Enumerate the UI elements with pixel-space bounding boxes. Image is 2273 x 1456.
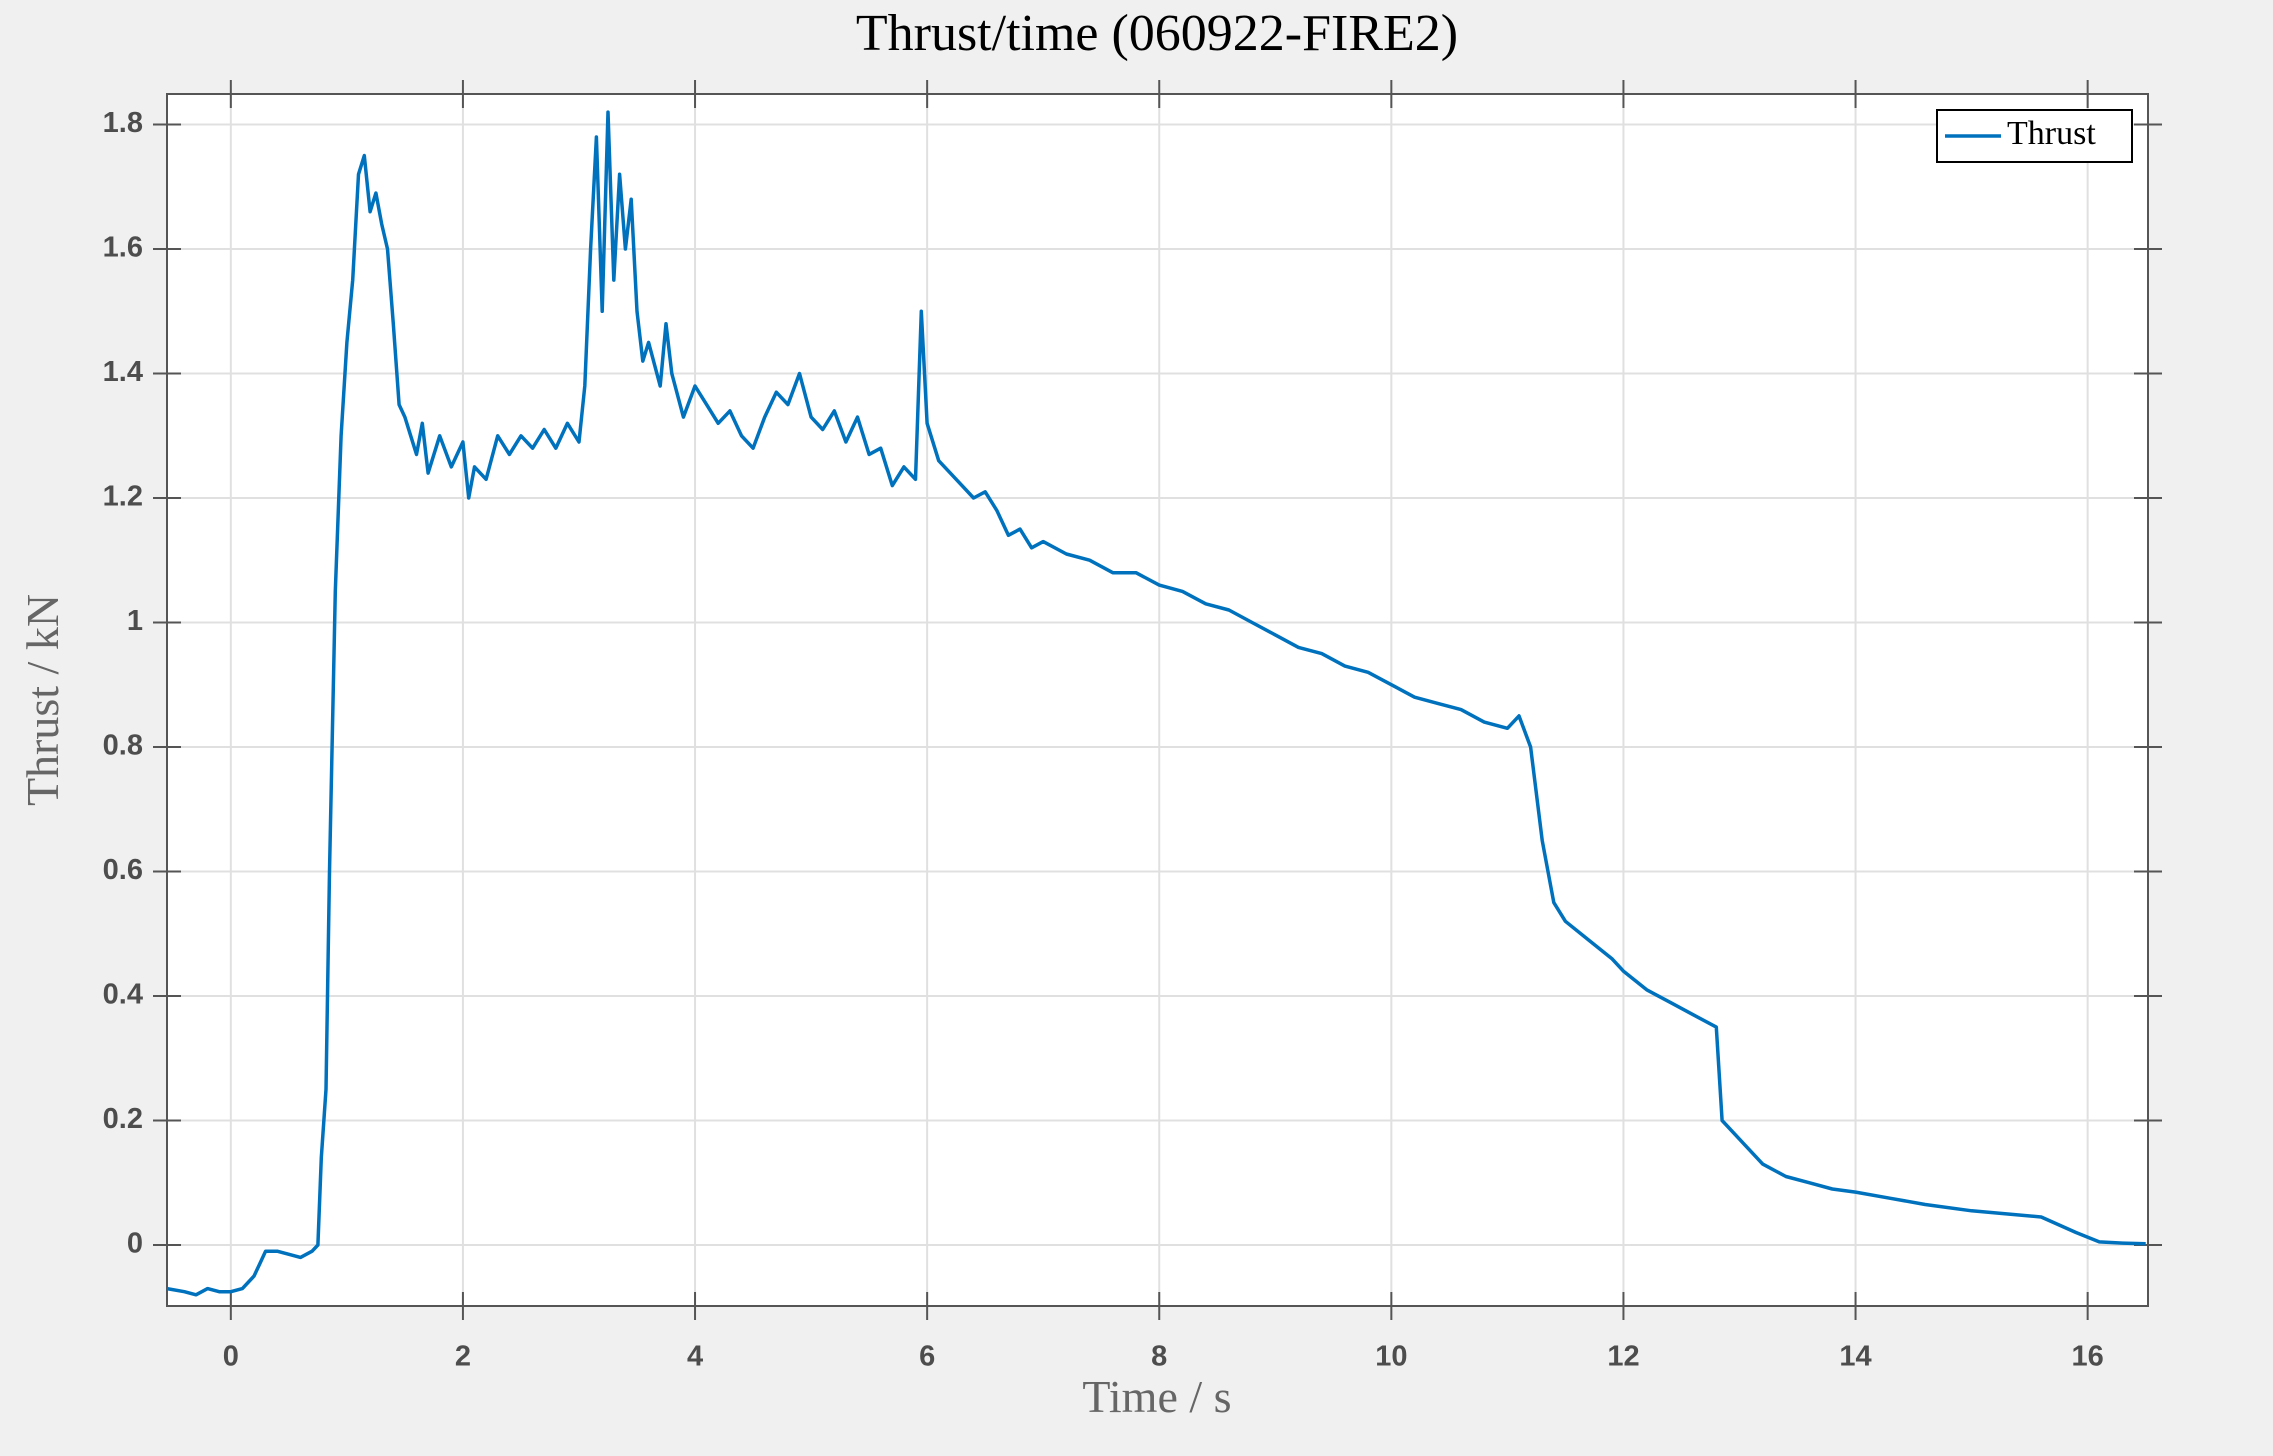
data-line xyxy=(166,110,2146,1297)
x-tick-label: 4 xyxy=(687,1341,703,1373)
x-tick-label: 10 xyxy=(1375,1341,1407,1373)
x-tick-label: 6 xyxy=(919,1341,935,1373)
y-tick-label: 0 xyxy=(127,1228,143,1260)
x-axis-label: Time / s xyxy=(1082,1371,1231,1422)
chart-title: Thrust/time (060922-FIRE2) xyxy=(856,5,1458,62)
plot-frame xyxy=(166,93,2149,1307)
x-tick-label: 16 xyxy=(2072,1341,2104,1373)
y-tick-label: 0.2 xyxy=(103,1103,143,1135)
x-tick-label: 2 xyxy=(455,1341,471,1373)
y-tick-label: 0.8 xyxy=(103,730,143,762)
plot-area xyxy=(167,94,2148,1306)
y-tick-label: 1.6 xyxy=(103,232,143,264)
y-tick-label: 1.8 xyxy=(103,107,143,139)
x-tick-label: 14 xyxy=(1839,1341,1871,1373)
legend: Thrust xyxy=(1936,109,2133,163)
y-tick-label: 1.2 xyxy=(103,481,143,513)
legend-label: Thrust xyxy=(2007,115,2096,152)
x-tick-label: 12 xyxy=(1607,1341,1639,1373)
y-tick-label: 1 xyxy=(127,605,143,637)
y-axis-label: Thrust / kN xyxy=(17,594,68,806)
y-tick-label: 0.6 xyxy=(103,854,143,886)
y-tick-label: 0.4 xyxy=(103,979,143,1011)
x-tick-label: 8 xyxy=(1151,1341,1167,1373)
y-tick-label: 1.4 xyxy=(103,356,143,388)
x-tick-label: 0 xyxy=(223,1341,239,1373)
